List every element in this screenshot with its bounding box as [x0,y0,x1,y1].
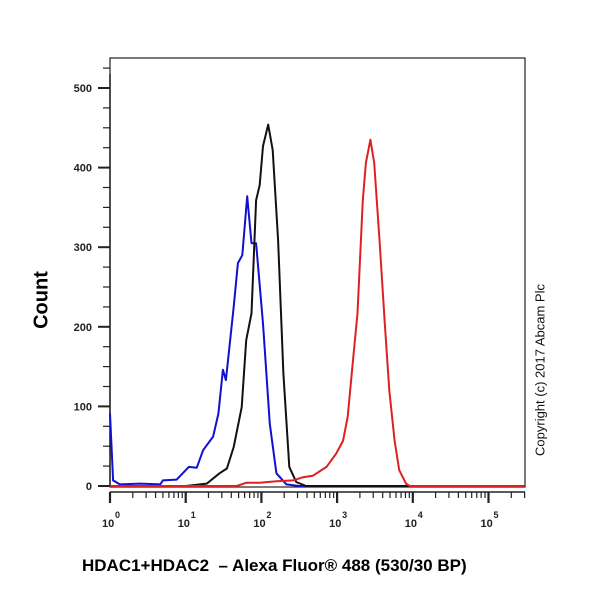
y-tick-label: 500 [74,83,92,95]
x-tick-exponent: 4 [418,510,423,520]
x-tick-exponent: 3 [342,510,347,520]
x-tick-label: 10 [329,518,341,530]
histogram-series-0 [109,195,525,487]
y-axis-label: Count [30,271,53,329]
x-tick-exponent: 2 [266,510,271,520]
histogram-series-2 [110,138,525,487]
x-tick-label: 10 [178,518,190,530]
x-tick-label: 10 [102,518,114,530]
x-tick-exponent: 5 [494,510,499,520]
y-tick-label: 100 [74,401,92,413]
x-tick-label: 10 [481,518,493,530]
x-tick-exponent: 0 [115,510,120,520]
x-tick-label: 10 [253,518,265,530]
y-tick-label: 200 [74,322,92,334]
y-tick-label: 400 [74,163,92,175]
plot-frame [109,57,526,488]
x-axis-label: HDAC1+HDAC2 – Alexa Fluor® 488 (530/30 B… [82,556,467,575]
x-tick-label: 10 [405,518,417,530]
histogram-series-1 [110,123,525,487]
copyright-annotation: Copyright (c) 2017 Abcam Plc [532,284,548,456]
y-tick-label: 0 [86,481,92,493]
series-group [109,123,525,487]
y-tick-label: 300 [74,242,92,254]
x-tick-exponent: 1 [191,510,196,520]
